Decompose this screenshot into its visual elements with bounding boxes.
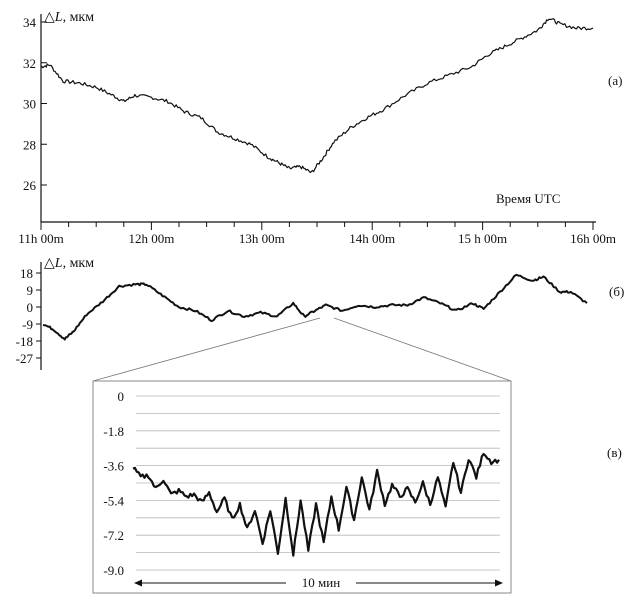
panel-a-label: (а) — [608, 73, 622, 88]
panel-a-x-tick-label: 15 h 00m — [458, 231, 507, 246]
panel-a-x-tick-label: 12h 00m — [128, 231, 174, 246]
panel-b-y-tick-label: -9 — [22, 317, 33, 332]
duration-label: 10 мин — [302, 575, 340, 590]
panel-a-x-tick-label: 13h 00m — [239, 231, 285, 246]
panel-b-label: (б) — [609, 284, 624, 299]
panel-b-y-tick-label: 18 — [20, 266, 33, 281]
panel-b: 18 9 0 -9 -18 -27 △L, мкм (б) — [16, 256, 624, 370]
panel-a-time-label: Время UTC — [496, 191, 560, 206]
panel-c-y-tick-label: -5.4 — [103, 493, 124, 508]
panel-a-series-line — [40, 18, 594, 173]
duration-arrow-left-head — [134, 579, 142, 587]
panel-a-ylabel-symbol: △L — [44, 10, 63, 25]
panel-c-series-line — [132, 453, 500, 557]
panel-a-y-tick-label: 28 — [23, 137, 36, 152]
panel-a-x-tick-label: 16h 00m — [570, 231, 616, 246]
panel-b-ylabel-symbol: △L — [44, 256, 63, 271]
panel-a-x-tick-label: 14h 00m — [349, 231, 395, 246]
panel-a-y-tick-label: 26 — [23, 178, 37, 193]
panel-b-ylabel-unit: , мкм — [63, 256, 95, 271]
panel-c: 0 -1.8 -3.6 -5.4 -7.2 -9.0 10 мин (в) — [92, 380, 622, 594]
duration-arrow-right-head — [495, 579, 503, 587]
panel-b-series-line — [42, 273, 588, 341]
panel-a-ylabel: △L, мкм — [44, 10, 94, 25]
panel-a-y-tick-label: 30 — [23, 97, 36, 112]
panel-a-ylabel-unit: , мкм — [63, 10, 95, 25]
panel-c-frame — [92, 380, 512, 594]
panel-b-ylabel: △L, мкм — [44, 256, 94, 271]
panel-c-label: (в) — [607, 445, 622, 460]
panel-a: 34 32 30 28 26 11h 00m 12h 00m 13h 00m 14h 00m 1… — [18, 10, 622, 246]
panel-c-y-tick-label: -3.6 — [103, 459, 124, 474]
panel-a-y-tick-label: 32 — [23, 56, 36, 71]
panel-c-y-tick-label: -9.0 — [103, 563, 124, 578]
panel-b-y-tick-label: 9 — [27, 283, 34, 298]
panel-c-y-tick-label: -1.8 — [103, 424, 124, 439]
panel-b-y-tick-label: 0 — [27, 300, 34, 315]
panel-b-y-tick-label: -27 — [16, 351, 34, 366]
panel-b-y-tick-label: -18 — [16, 334, 33, 349]
panel-c-y-tick-label: 0 — [118, 389, 125, 404]
panel-c-y-tick-label: -7.2 — [103, 528, 124, 543]
zoom-connector-left — [92, 317, 321, 382]
panel-a-x-tick-label: 11h 00m — [18, 231, 63, 246]
zoom-connector-right — [333, 317, 512, 382]
panel-a-y-tick-label: 34 — [23, 15, 37, 30]
